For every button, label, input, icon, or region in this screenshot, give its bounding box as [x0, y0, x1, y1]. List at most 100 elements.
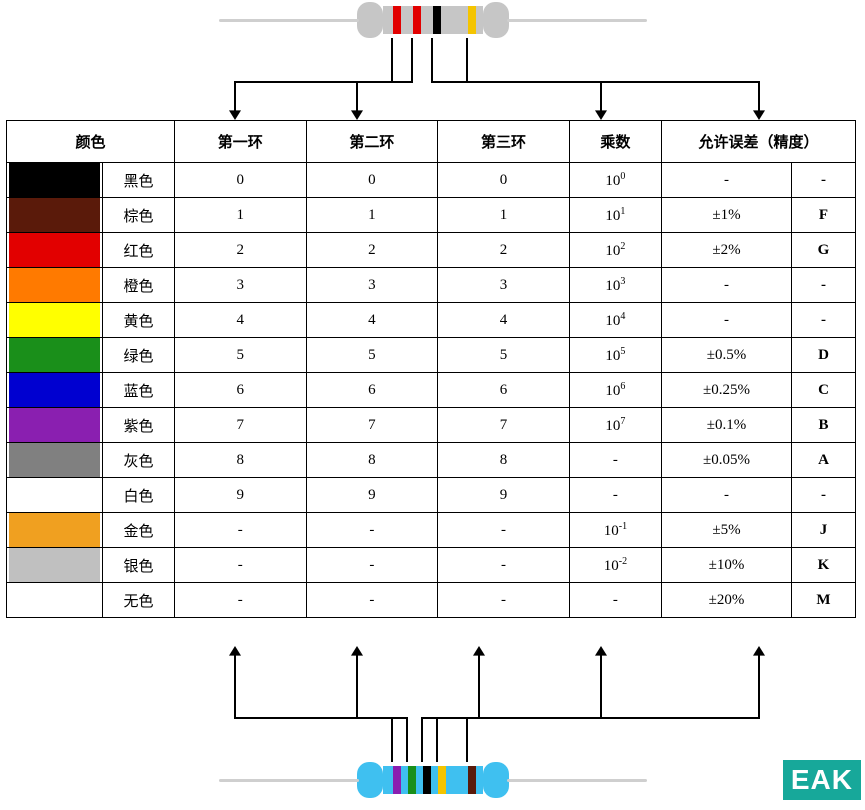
digit-cell: -: [175, 548, 307, 583]
header-tolerance: 允许误差（精度）: [662, 121, 856, 163]
color-name: 棕色: [103, 198, 175, 233]
tolerance-cell: ±0.25%: [662, 373, 792, 408]
color-name: 白色: [103, 478, 175, 513]
tolerance-code-cell: -: [792, 303, 856, 338]
table-row: 黄色444104--: [7, 303, 856, 338]
header-ring3: 第三环: [438, 121, 570, 163]
resistor-band-icon: [468, 766, 476, 794]
digit-cell: 0: [175, 163, 307, 198]
table-row: 黑色000100--: [7, 163, 856, 198]
digit-cell: 1: [438, 198, 570, 233]
color-swatch: [7, 408, 103, 443]
color-swatch: [7, 513, 103, 548]
tolerance-cell: ±2%: [662, 233, 792, 268]
logo-eak: EAK: [783, 760, 861, 800]
resistor-top-body: [357, 2, 509, 38]
digit-cell: 4: [438, 303, 570, 338]
resistor-band-icon: [413, 6, 421, 34]
resistor-mid-icon: [383, 766, 483, 794]
table-body: 黑色000100--棕色111101±1%F红色222102±2%G橙色3331…: [7, 163, 856, 618]
tolerance-code-cell: -: [792, 478, 856, 513]
resistor-band-icon: [393, 6, 401, 34]
header-ring1: 第一环: [175, 121, 307, 163]
resistor-band-icon: [423, 766, 431, 794]
digit-cell: 1: [175, 198, 307, 233]
tolerance-cell: ±0.05%: [662, 443, 792, 478]
tolerance-cell: -: [662, 303, 792, 338]
tolerance-cell: ±20%: [662, 583, 792, 618]
digit-cell: 6: [438, 373, 570, 408]
digit-cell: 8: [306, 443, 438, 478]
tolerance-code-cell: A: [792, 443, 856, 478]
resistor-mid-icon: [383, 6, 483, 34]
color-swatch: [7, 373, 103, 408]
resistor-band-icon: [408, 766, 416, 794]
color-name: 金色: [103, 513, 175, 548]
color-name: 黄色: [103, 303, 175, 338]
multiplier-cell: 103: [569, 268, 661, 303]
digit-cell: -: [438, 548, 570, 583]
digit-cell: 3: [306, 268, 438, 303]
resistor-top: [357, 2, 509, 38]
digit-cell: 0: [306, 163, 438, 198]
digit-cell: -: [438, 583, 570, 618]
color-name: 无色: [103, 583, 175, 618]
digit-cell: 6: [306, 373, 438, 408]
digit-cell: 4: [306, 303, 438, 338]
tolerance-code-cell: G: [792, 233, 856, 268]
resistor-end-icon: [357, 762, 383, 798]
color-swatch: [7, 443, 103, 478]
color-code-table: 颜色 第一环 第二环 第三环 乘数 允许误差（精度） 黑色000100--棕色1…: [6, 120, 856, 618]
color-swatch: [7, 198, 103, 233]
tolerance-cell: -: [662, 478, 792, 513]
tolerance-cell: ±0.5%: [662, 338, 792, 373]
color-swatch: [7, 233, 103, 268]
resistor-wire-icon: [219, 779, 359, 782]
digit-cell: 5: [306, 338, 438, 373]
digit-cell: 8: [175, 443, 307, 478]
tolerance-cell: ±5%: [662, 513, 792, 548]
table-row: 蓝色666106±0.25%C: [7, 373, 856, 408]
color-swatch: [7, 268, 103, 303]
multiplier-cell: 101: [569, 198, 661, 233]
table-row: 红色222102±2%G: [7, 233, 856, 268]
digit-cell: 5: [175, 338, 307, 373]
multiplier-cell: -: [569, 443, 661, 478]
resistor-wire-icon: [507, 779, 647, 782]
digit-cell: -: [438, 513, 570, 548]
multiplier-cell: 102: [569, 233, 661, 268]
resistor-band-icon: [433, 6, 441, 34]
tolerance-code-cell: K: [792, 548, 856, 583]
tolerance-code-cell: M: [792, 583, 856, 618]
digit-cell: -: [175, 583, 307, 618]
table-row: 白色999---: [7, 478, 856, 513]
tolerance-code-cell: J: [792, 513, 856, 548]
digit-cell: 2: [175, 233, 307, 268]
tolerance-cell: ±1%: [662, 198, 792, 233]
tolerance-code-cell: -: [792, 163, 856, 198]
multiplier-cell: 104: [569, 303, 661, 338]
color-name: 黑色: [103, 163, 175, 198]
table-header-row: 颜色 第一环 第二环 第三环 乘数 允许误差（精度）: [7, 121, 856, 163]
connectors-top-icon: [0, 38, 865, 120]
color-swatch: [7, 163, 103, 198]
digit-cell: 4: [175, 303, 307, 338]
table-row: 绿色555105±0.5%D: [7, 338, 856, 373]
resistor-band-icon: [468, 6, 476, 34]
digit-cell: -: [306, 548, 438, 583]
resistor-end-icon: [483, 2, 509, 38]
color-name: 紫色: [103, 408, 175, 443]
digit-cell: 0: [438, 163, 570, 198]
table-row: 无色----±20%M: [7, 583, 856, 618]
digit-cell: 9: [306, 478, 438, 513]
color-name: 灰色: [103, 443, 175, 478]
color-name: 银色: [103, 548, 175, 583]
tolerance-cell: -: [662, 163, 792, 198]
resistor-band-icon: [393, 766, 401, 794]
tolerance-code-cell: -: [792, 268, 856, 303]
tolerance-code-cell: D: [792, 338, 856, 373]
color-swatch: [7, 583, 103, 618]
resistor-bottom: [357, 762, 509, 798]
table-row: 灰色888-±0.05%A: [7, 443, 856, 478]
digit-cell: 3: [438, 268, 570, 303]
